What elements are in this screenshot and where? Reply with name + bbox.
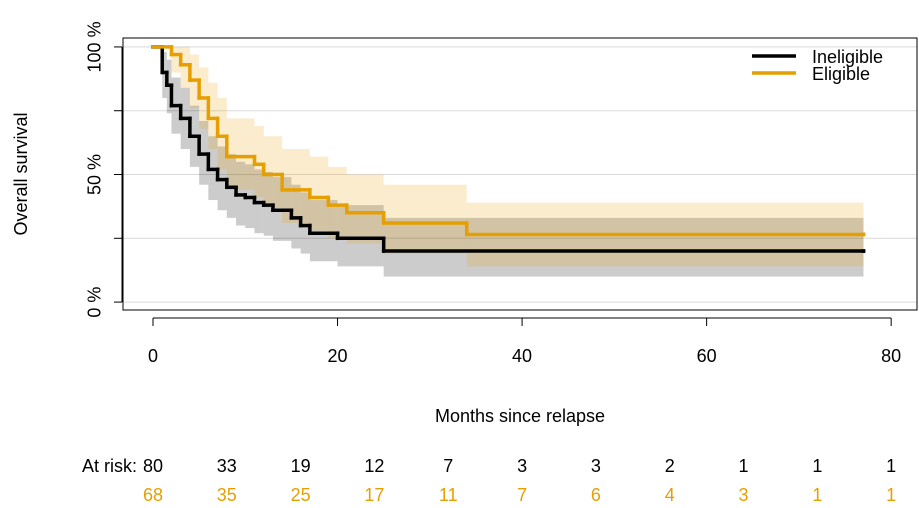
- confidence-band: [346, 174, 384, 244]
- legend-label: Eligible: [812, 64, 870, 84]
- confidence-band: [383, 184, 467, 254]
- confidence-band: [217, 97, 227, 170]
- at-risk-count: 4: [665, 485, 675, 505]
- risk-label: At risk:: [82, 456, 137, 476]
- at-risk-count: 33: [217, 456, 237, 476]
- x-tick-label: 40: [512, 346, 532, 366]
- at-risk-count: 17: [364, 485, 384, 505]
- confidence-band: [162, 52, 167, 98]
- at-risk-count: 3: [517, 456, 527, 476]
- at-risk-count: 1: [886, 485, 896, 505]
- at-risk-count: 1: [812, 456, 822, 476]
- plot-box: [122, 37, 918, 311]
- at-risk-count: 6: [591, 485, 601, 505]
- at-risk-count: 68: [143, 485, 163, 505]
- at-risk-count: 35: [217, 485, 237, 505]
- at-risk-count: 2: [665, 456, 675, 476]
- at-risk-count: 1: [739, 456, 749, 476]
- confidence-band: [254, 126, 264, 198]
- y-tick-label: 0 %: [85, 287, 105, 318]
- at-risk-count: 1: [886, 456, 896, 476]
- x-tick-label: 0: [148, 346, 158, 366]
- confidence-band: [309, 200, 338, 262]
- confidence-band: [309, 156, 329, 231]
- at-risk-count: 11: [439, 485, 458, 505]
- confidence-band: [328, 166, 347, 239]
- confidence-band: [383, 217, 864, 277]
- at-risk-count: 7: [517, 485, 527, 505]
- legend-label: Ineligible: [812, 47, 883, 67]
- at-risk-count: 3: [739, 485, 749, 505]
- confidence-band: [300, 192, 310, 254]
- confidence-band: [263, 136, 283, 208]
- confidence-band: [180, 46, 190, 88]
- at-risk-count: 7: [443, 456, 453, 476]
- at-risk-count: 25: [291, 485, 311, 505]
- at-risk-count: 80: [143, 456, 163, 476]
- y-axis-label: Overall survival: [11, 112, 31, 235]
- at-risk-count: 12: [364, 456, 384, 476]
- at-risk-count: 19: [291, 456, 311, 476]
- at-risk-count: 3: [591, 456, 601, 476]
- y-tick-label: 100 %: [85, 21, 105, 72]
- x-axis-label: Months since relapse: [435, 406, 605, 426]
- confidence-band: [208, 82, 218, 149]
- at-risk-count: 1: [812, 485, 822, 505]
- x-tick-label: 20: [328, 346, 348, 366]
- x-tick-label: 60: [697, 346, 717, 366]
- confidence-band: [171, 46, 181, 73]
- x-tick-label: 80: [881, 346, 901, 366]
- y-tick-label: 50 %: [85, 154, 105, 195]
- confidence-band: [337, 205, 384, 267]
- confidence-band: [226, 118, 255, 190]
